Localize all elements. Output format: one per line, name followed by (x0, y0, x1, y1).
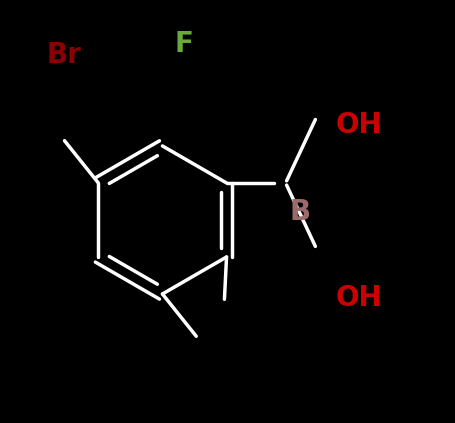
Text: Br: Br (46, 41, 81, 69)
Text: OH: OH (335, 284, 382, 312)
Text: F: F (174, 30, 192, 58)
Text: B: B (289, 198, 310, 225)
Text: OH: OH (335, 111, 382, 139)
